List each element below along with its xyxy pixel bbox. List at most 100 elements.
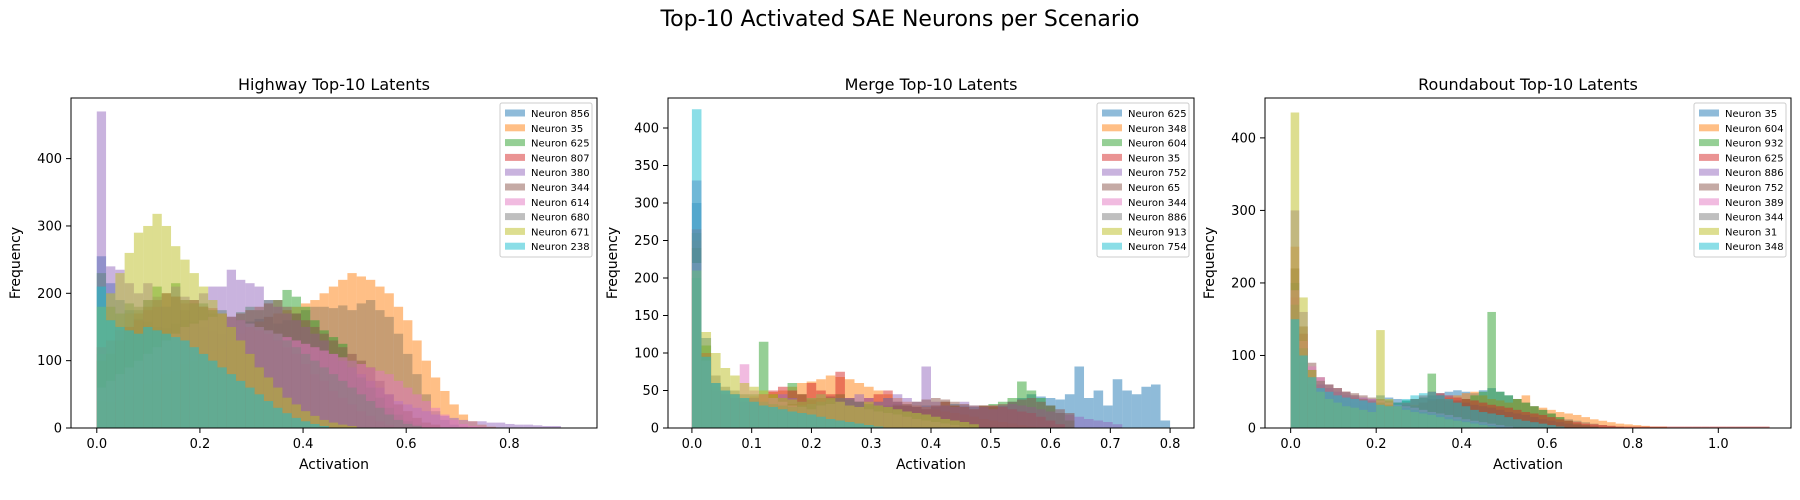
hist-bar [124,330,134,428]
legend-swatch [505,139,525,147]
hist-bar [1735,426,1744,428]
hist-bar [495,422,506,428]
hist-bar [365,367,376,428]
hist-bar [1324,391,1334,428]
hist-bar [365,279,376,428]
hist-bar [1055,409,1065,428]
legend-swatch [505,109,525,117]
y-tick-label: 350 [634,159,659,174]
hist-bar [902,411,912,428]
x-tick-label: 0.5 [980,437,1001,452]
legend-entry: Neuron 348 [1725,242,1784,253]
hist-bar [1103,422,1113,428]
x-tick-label: 0.7 [1100,437,1121,452]
hist-bar [115,326,125,428]
hist-bar [1538,423,1548,428]
legend-entry: Neuron 614 [531,198,590,209]
hist-bar [835,420,845,428]
hist-bar [152,330,162,428]
x-tick-label: 0.0 [682,437,703,452]
y-tick-label: 0 [54,422,62,437]
hist-bar [959,404,970,428]
y-tick-label: 400 [1231,131,1256,146]
hist-bar [797,413,807,428]
hist-bar [730,394,740,428]
x-tick-label: 0.4 [921,437,942,452]
legend-entry: Neuron 35 [531,124,583,135]
legend-swatch [1102,153,1122,161]
y-tick-label: 100 [634,347,659,362]
hist-bar [1461,406,1471,428]
legend-entry: Neuron 886 [1128,213,1187,224]
hist-bar [768,407,778,428]
panel-title: Roundabout Top-10 Latents [1418,75,1638,94]
hist-bar [1427,391,1437,428]
series-2-9 [1290,319,1565,428]
hist-bar [758,405,769,428]
hist-bar [421,360,431,428]
legend-entry: Neuron 344 [1128,198,1187,209]
hist-bar [180,340,190,428]
legend-entry: Neuron 752 [1725,183,1784,194]
hist-bar [1581,417,1591,428]
x-tick-label: 0.3 [861,437,882,452]
hist-bar [1290,112,1300,428]
legend-swatch [505,183,525,191]
legend-entry: Neuron 625 [531,139,590,150]
legend: Neuron 856 Neuron 35 Neuron 625 Neuron 807 N… [499,102,593,258]
hist-bar [1470,409,1479,428]
legend-swatch [1102,109,1122,117]
series-1-9 [691,109,884,428]
legend-entry: Neuron 344 [1725,213,1784,224]
hist-bar [161,333,172,428]
y-tick-label: 400 [634,122,659,137]
hist-bar [1307,377,1317,428]
legend-swatch [1699,183,1719,191]
hist-bar [758,341,769,428]
hist-bar [883,407,893,428]
hist-bar [440,390,450,428]
legend-swatch [1102,213,1122,221]
hist-bar [430,377,441,428]
legend-swatch [1699,153,1719,161]
hist-bar [458,423,469,428]
hist-bar [1131,394,1142,428]
hist-bar [1684,426,1693,428]
hist-bar [1590,424,1599,428]
hist-bar [1564,423,1573,428]
hist-bar [1150,384,1161,428]
hist-bar [777,409,788,428]
hist-bar [1045,405,1056,428]
y-tick-label: 0 [651,422,659,437]
figure-title: Top-10 Activated SAE Neurons per Scenari… [659,7,1139,32]
hist-bar [1572,414,1582,428]
hist-bar [171,337,181,428]
hist-bar [300,411,311,428]
hist-bar [806,414,817,428]
hist-bar [1521,420,1531,428]
hist-bar [282,413,292,428]
hist-bar [542,425,552,428]
hist-bar [375,407,385,428]
x-axis-label: Activation [299,457,369,473]
hist-bar [403,320,413,428]
legend-swatch [1102,183,1122,191]
hist-bar [835,401,845,428]
legend: Neuron 625 Neuron 348 Neuron 604 Neuron 35 N… [1096,102,1190,258]
hist-bar [1666,426,1676,428]
hist-bar [1299,355,1308,428]
hist-bar [1074,366,1085,428]
hist-bar [393,419,404,428]
hist-bar [1367,402,1377,428]
hist-bar [1495,414,1505,428]
hist-bar [338,380,348,428]
panel-2: Roundabout Top-10 Latents Activation Frequ… [1202,75,1792,473]
hist-bar [1547,425,1556,428]
hist-bar [1504,417,1514,428]
hist-bar [892,409,903,428]
hist-bar [1547,420,1556,428]
hist-bar [384,414,394,428]
hist-bar [873,405,884,428]
hist-bar [1743,426,1753,428]
hist-bar [1530,422,1539,428]
